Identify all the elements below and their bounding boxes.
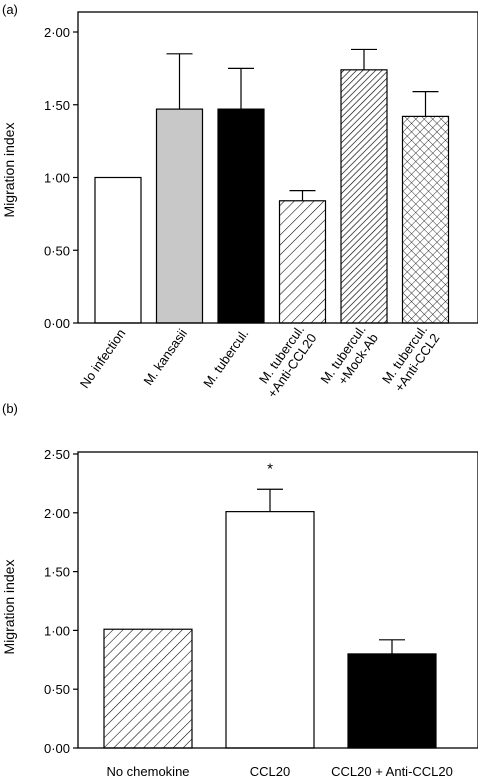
bar [225,511,315,749]
x-tick-label: M. tubercul.+Anti-CCL2 [379,322,443,395]
y-tick-label: 1·50 [44,98,70,113]
plot-frame [77,11,478,324]
x-tick-label: M. tubercul.+Mock-Ab [317,322,381,395]
bar [278,200,327,324]
plot-frame [77,451,478,749]
y-tick-label: 2·00 [44,506,70,521]
y-tick-label: 0·00 [44,741,70,756]
y-tick-label: 0·00 [44,316,70,331]
y-tick-label: 2·50 [44,447,70,462]
bar [401,115,450,324]
panel-label: (b) [2,401,18,416]
y-tick-labels: 0·00 0·50 1·00 1·50 2·00 [44,25,78,331]
y-tick-labels: 0·00 0·50 1·00 1·50 2·00 2·50 [44,447,78,756]
error-bars [166,48,439,201]
bar [347,653,437,749]
y-axis-label: Migration index [1,560,17,655]
x-tick-labels: No infection M. kansasii M. tubercul. M. tu… [77,322,443,400]
x-tick-label-line: M. kansasii [140,326,190,388]
x-tick-label: M. tubercul.+Anti-CCL20 [252,322,319,400]
error-bars [257,488,405,654]
y-tick-label: 2·00 [44,25,70,40]
x-tick-label-line: No infection [77,326,129,391]
panel-label: (a) [2,2,18,17]
y-tick-label: 1·00 [44,623,70,638]
bar [217,108,265,324]
bar [103,628,193,749]
y-tick-label: 0·50 [44,682,70,697]
panel-a: (a) Migration index 0·00 0·50 1·00 1·50 2·00… [1,2,478,401]
x-tick-label: No chemokine [106,764,189,779]
y-axis-label: Migration index [1,123,17,218]
x-tick-labels: No chemokine CCL20 CCL20 + Anti-CCL20 [106,764,452,779]
bars [94,69,450,324]
x-tick-label-line: M. tubercul. [200,326,251,390]
x-tick-label: M. kansasii [140,326,190,388]
bars [103,511,437,749]
panel-b: (b) Migration index 0·00 0·50 1·00 1·50 2·00… [1,401,478,779]
y-tick-label: 1·00 [44,171,70,186]
x-tick-label: CCL20 + Anti-CCL20 [331,764,453,779]
x-tick-label: No infection [77,326,129,391]
significance-marker: * [267,460,273,477]
y-tick-label: 1·50 [44,565,70,580]
bar [94,176,142,324]
y-tick-label: 0·50 [44,243,70,258]
x-tick-label: M. tubercul. [200,326,251,390]
x-tick-label: CCL20 [250,764,290,779]
annotations: * [267,460,273,477]
bar [340,69,388,324]
bar [155,108,204,324]
